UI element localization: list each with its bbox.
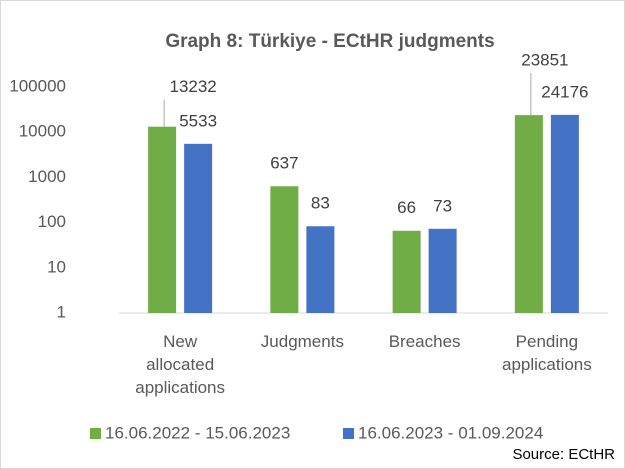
y-tick-label: 1 xyxy=(57,302,66,321)
legend-label: 16.06.2023 - 01.09.2024 xyxy=(358,423,543,442)
bar xyxy=(270,186,299,313)
bar xyxy=(550,114,579,313)
bar xyxy=(306,226,335,313)
bar xyxy=(148,126,177,313)
data-label: 73 xyxy=(433,196,452,215)
x-tick-label: New allocated applications xyxy=(135,332,225,397)
bar xyxy=(514,115,543,313)
data-label: 66 xyxy=(397,198,416,217)
chart-title: Graph 8: Türkiye - ECtHR judgments xyxy=(165,31,494,52)
data-label: 13232 xyxy=(169,77,216,96)
data-label: 637 xyxy=(270,154,298,173)
data-label: 83 xyxy=(311,194,330,213)
x-tick-label: Breaches xyxy=(389,332,461,351)
y-tick-label: 1000 xyxy=(28,167,66,186)
data-label: 23851 xyxy=(521,51,568,70)
source-note: Source: ECtHR xyxy=(512,446,615,463)
x-tick-label: Pending applications xyxy=(502,332,592,374)
legend-label: 16.06.2022 - 15.06.2023 xyxy=(105,423,290,442)
y-tick-label: 100 xyxy=(38,212,66,231)
bar xyxy=(428,228,457,313)
y-tick-label: 10 xyxy=(47,257,66,276)
legend-swatch xyxy=(90,428,101,439)
data-label: 5533 xyxy=(179,111,217,130)
x-tick-label: Judgments xyxy=(261,332,344,351)
bar xyxy=(184,143,213,313)
y-tick-label: 10000 xyxy=(19,122,66,141)
bar xyxy=(392,230,421,313)
data-label: 24176 xyxy=(541,82,588,101)
y-tick-label: 100000 xyxy=(9,76,66,95)
legend-swatch xyxy=(343,428,354,439)
